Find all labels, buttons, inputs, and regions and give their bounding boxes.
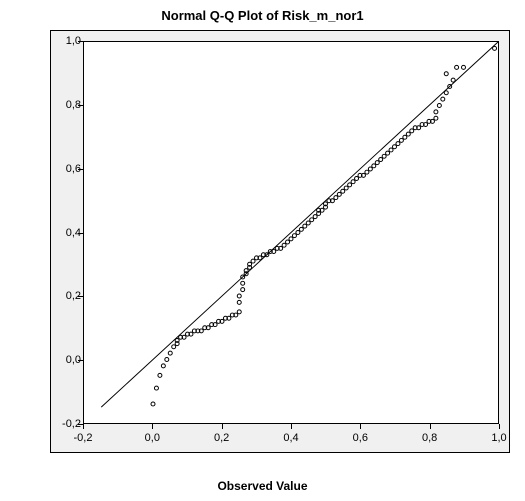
data-point xyxy=(437,104,441,108)
data-point xyxy=(382,154,386,158)
y-tick-label: 0,8 xyxy=(53,99,81,111)
data-point xyxy=(286,240,290,244)
data-point xyxy=(299,227,303,231)
x-tick-label: 0,0 xyxy=(145,432,160,444)
data-point xyxy=(151,402,155,406)
data-point xyxy=(375,161,379,165)
data-point xyxy=(462,65,466,69)
data-point xyxy=(406,132,410,136)
data-point xyxy=(292,234,296,238)
y-tick-mark xyxy=(78,105,83,106)
x-tick-mark xyxy=(291,424,292,429)
x-tick-mark xyxy=(360,424,361,429)
y-tick-label: 0,6 xyxy=(53,163,81,175)
data-point xyxy=(172,345,176,349)
x-tick-mark xyxy=(83,424,84,429)
data-point xyxy=(154,386,158,390)
data-point xyxy=(344,186,348,190)
data-point xyxy=(158,373,162,377)
data-point xyxy=(368,167,372,171)
data-point xyxy=(365,170,369,174)
data-point xyxy=(393,145,397,149)
data-point xyxy=(379,157,383,161)
x-axis-label: Observed Value xyxy=(0,479,525,493)
qq-plot-chart: Normal Q-Q Plot of Risk_m_nor1 Expected … xyxy=(0,0,525,501)
data-point xyxy=(451,78,455,82)
y-tick-label: -0,2 xyxy=(53,418,81,430)
data-point xyxy=(313,215,317,219)
data-point xyxy=(237,294,241,298)
data-point xyxy=(410,129,414,133)
data-point xyxy=(389,148,393,152)
x-tick-label: -0,2 xyxy=(74,432,93,444)
y-tick-mark xyxy=(78,169,83,170)
plot-svg xyxy=(84,42,498,423)
data-point xyxy=(237,300,241,304)
y-tick-label: 0,2 xyxy=(53,290,81,302)
data-point xyxy=(444,91,448,95)
x-tick-label: 0,4 xyxy=(283,432,298,444)
data-point xyxy=(372,164,376,168)
data-point xyxy=(303,224,307,228)
x-tick-label: 0,8 xyxy=(422,432,437,444)
data-point xyxy=(341,189,345,193)
data-point xyxy=(165,358,169,362)
y-tick-label: 1,0 xyxy=(53,35,81,47)
y-tick-label: 0,0 xyxy=(53,354,81,366)
data-point xyxy=(306,221,310,225)
data-point xyxy=(241,288,245,292)
data-point xyxy=(161,364,165,368)
data-point xyxy=(396,142,400,146)
data-point xyxy=(310,218,314,222)
x-tick-label: 0,2 xyxy=(214,432,229,444)
data-point xyxy=(289,237,293,241)
plot-outer-panel: -0,2 0,0 0,2 0,4 0,6 0,8 1,0 -0,2 0,0 0,2 0,4 0,6 0,… xyxy=(50,30,510,453)
y-tick-mark xyxy=(78,233,83,234)
data-point xyxy=(444,72,448,76)
data-point xyxy=(348,183,352,187)
data-point xyxy=(334,196,338,200)
y-tick-mark xyxy=(78,41,83,42)
data-point xyxy=(493,46,497,50)
data-point xyxy=(251,259,255,263)
data-point xyxy=(237,310,241,314)
data-point xyxy=(355,177,359,181)
y-tick-label: 0,4 xyxy=(53,227,81,239)
y-tick-mark xyxy=(78,360,83,361)
chart-title: Normal Q-Q Plot of Risk_m_nor1 xyxy=(0,8,525,23)
x-tick-label: 1,0 xyxy=(491,432,506,444)
data-point xyxy=(434,116,438,120)
x-tick-label: 0,6 xyxy=(353,432,368,444)
data-point xyxy=(241,281,245,285)
data-point xyxy=(434,110,438,114)
data-point xyxy=(282,243,286,247)
data-point xyxy=(168,351,172,355)
data-point xyxy=(386,151,390,155)
x-tick-mark xyxy=(152,424,153,429)
y-tick-mark xyxy=(78,296,83,297)
plot-area xyxy=(83,41,499,424)
data-point xyxy=(296,231,300,235)
x-tick-mark xyxy=(430,424,431,429)
reference-line xyxy=(101,42,498,407)
x-tick-mark xyxy=(499,424,500,429)
data-point xyxy=(399,138,403,142)
data-point xyxy=(337,192,341,196)
x-tick-mark xyxy=(222,424,223,429)
data-point xyxy=(351,180,355,184)
data-point xyxy=(455,65,459,69)
data-point xyxy=(441,97,445,101)
data-point xyxy=(403,135,407,139)
